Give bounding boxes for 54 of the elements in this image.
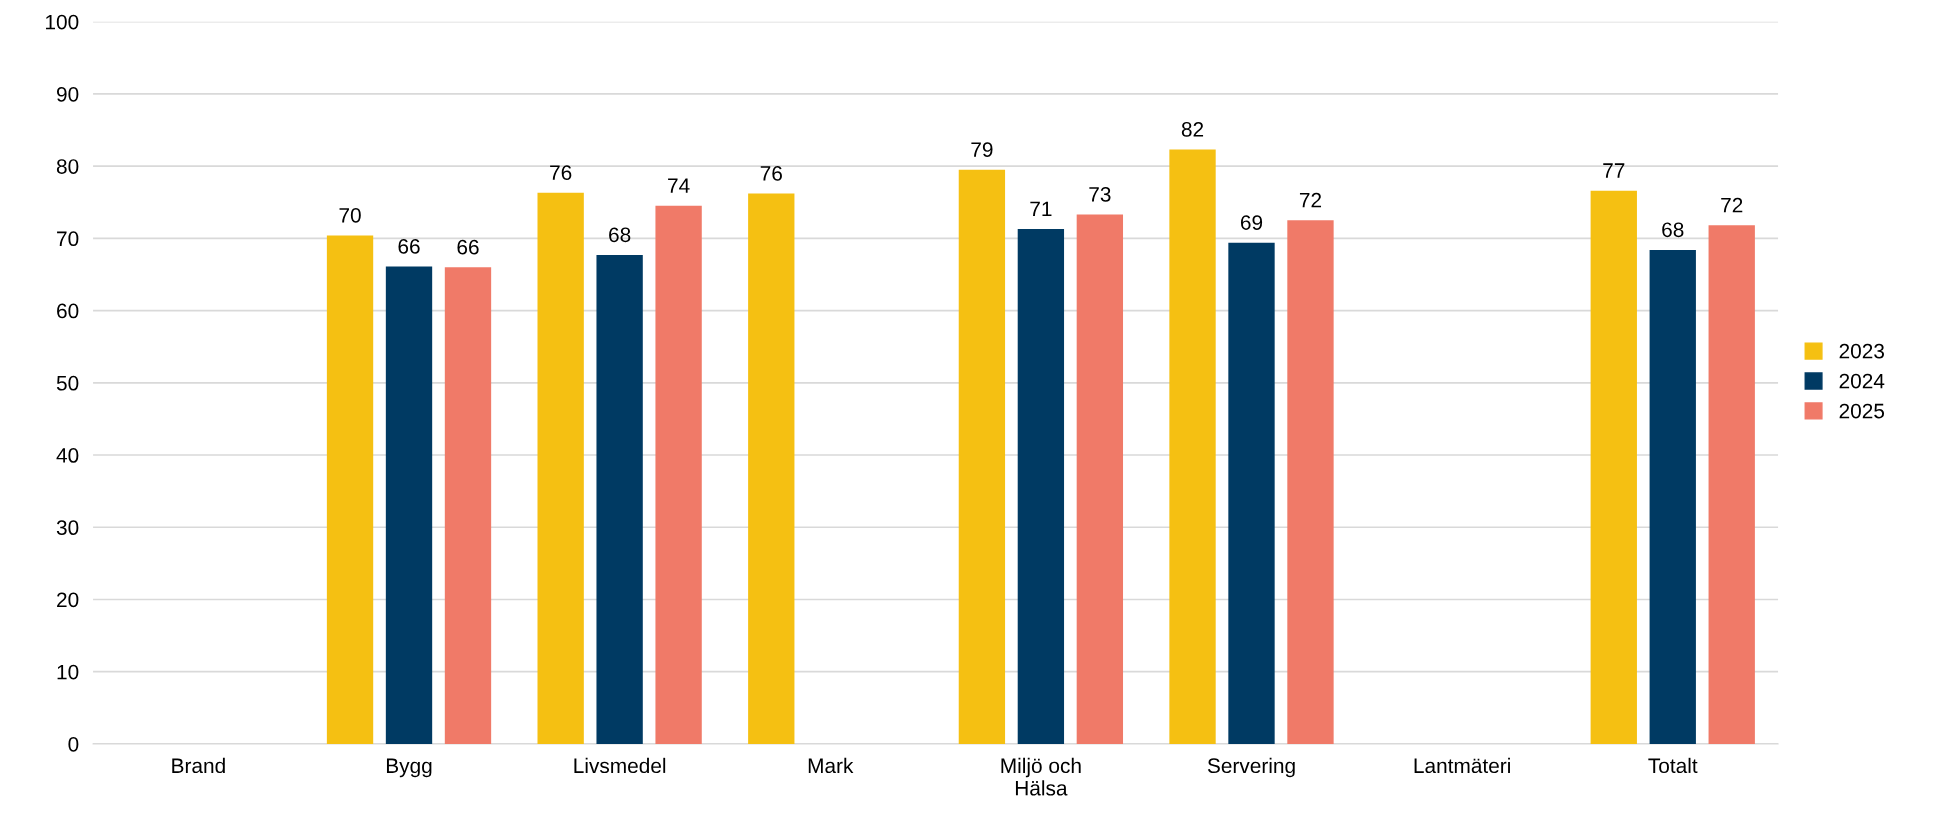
x-tick-label: Lantmäteri	[1414, 757, 1510, 774]
bar	[326, 235, 374, 744]
bar	[385, 266, 433, 744]
bar	[1287, 220, 1334, 744]
data-label: 73	[1089, 186, 1111, 202]
bar	[537, 192, 584, 744]
data-label: 76	[550, 165, 572, 181]
bar	[444, 267, 492, 744]
data-label: 82	[1181, 121, 1204, 137]
x-tick-label: Mark	[808, 757, 854, 774]
legend-label: 2025	[1839, 403, 1885, 419]
bar	[1017, 228, 1065, 744]
data-label: 76	[760, 166, 782, 181]
bar	[1169, 149, 1216, 744]
x-tick-label: Bygg	[386, 758, 432, 778]
data-label: 79	[971, 142, 993, 157]
y-tick-label: 60	[57, 303, 79, 319]
bar	[1649, 249, 1696, 744]
bar	[1708, 225, 1755, 744]
data-label: 77	[1603, 163, 1625, 178]
x-tick-label: Totalt	[1648, 757, 1698, 774]
data-label: 71	[1030, 201, 1052, 216]
bar	[596, 254, 643, 744]
y-tick-label: 20	[57, 592, 79, 608]
y-tick-label: 70	[57, 231, 79, 247]
y-tick-label: 80	[56, 159, 79, 174]
bar	[748, 193, 795, 744]
data-label: 66	[457, 239, 479, 255]
data-label: 74	[668, 178, 690, 193]
bar	[655, 205, 702, 744]
data-label: 68	[1662, 222, 1684, 238]
x-tick-label: Brand	[172, 757, 225, 774]
data-label: 66	[398, 238, 420, 254]
legend-label: 2023	[1839, 343, 1884, 359]
y-tick-label: 90	[56, 86, 79, 102]
x-tick-label: Livsmedel	[574, 757, 666, 774]
data-label: 70	[339, 207, 361, 223]
legend-label: 2024	[1839, 373, 1885, 389]
data-label: 68	[609, 227, 631, 243]
y-tick-label: 30	[56, 520, 79, 536]
data-label: 72	[1299, 192, 1322, 208]
y-tick-label: 100	[46, 14, 79, 30]
y-tick-label: 10	[57, 664, 79, 680]
bar	[958, 169, 1006, 744]
bar	[1076, 214, 1124, 744]
bar	[1590, 190, 1637, 744]
x-tick-label: Servering	[1207, 757, 1295, 778]
bar	[1228, 242, 1275, 744]
y-tick-label: 50	[56, 375, 79, 391]
y-tick-label: 40	[56, 448, 79, 463]
data-label: 72	[1721, 197, 1743, 213]
y-tick-label: 0	[68, 736, 79, 752]
data-label: 69	[1240, 215, 1263, 230]
x-tick-label: Miljö och Hälsa	[1001, 757, 1081, 796]
